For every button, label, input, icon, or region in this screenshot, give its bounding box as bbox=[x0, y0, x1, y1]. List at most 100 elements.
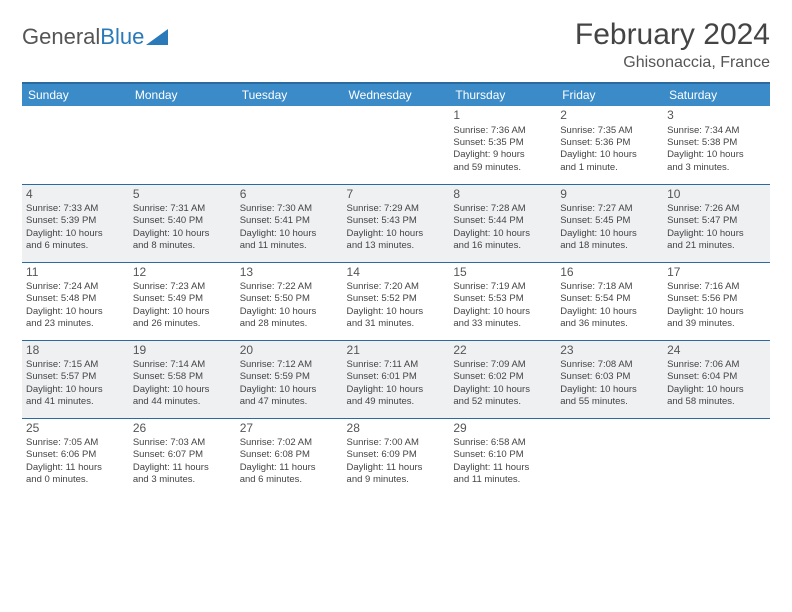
cell-line: Sunset: 5:36 PM bbox=[560, 137, 659, 149]
cell-line: Sunset: 5:47 PM bbox=[667, 215, 766, 227]
cell-line: and 26 minutes. bbox=[133, 318, 232, 330]
cell-line: Sunrise: 7:35 AM bbox=[560, 125, 659, 137]
cell-line: and 28 minutes. bbox=[240, 318, 339, 330]
cell-line: Sunset: 6:10 PM bbox=[453, 449, 552, 461]
cell-line: and 16 minutes. bbox=[453, 240, 552, 252]
calendar-cell: 7Sunrise: 7:29 AMSunset: 5:43 PMDaylight… bbox=[343, 184, 450, 262]
cell-line: Daylight: 10 hours bbox=[240, 306, 339, 318]
calendar-cell: 3Sunrise: 7:34 AMSunset: 5:38 PMDaylight… bbox=[663, 106, 770, 184]
calendar-cell: 1Sunrise: 7:36 AMSunset: 5:35 PMDaylight… bbox=[449, 106, 556, 184]
calendar-cell: 9Sunrise: 7:27 AMSunset: 5:45 PMDaylight… bbox=[556, 184, 663, 262]
day-number: 23 bbox=[560, 343, 659, 359]
cell-line: Sunset: 5:39 PM bbox=[26, 215, 125, 227]
day-number: 2 bbox=[560, 108, 659, 124]
cell-line: and 3 minutes. bbox=[133, 474, 232, 486]
cell-line: Sunrise: 7:15 AM bbox=[26, 359, 125, 371]
cell-line: Sunset: 6:01 PM bbox=[347, 371, 446, 383]
cell-line: and 13 minutes. bbox=[347, 240, 446, 252]
cell-line: Sunrise: 7:27 AM bbox=[560, 203, 659, 215]
cell-line: Daylight: 10 hours bbox=[560, 149, 659, 161]
calendar-cell: 5Sunrise: 7:31 AMSunset: 5:40 PMDaylight… bbox=[129, 184, 236, 262]
calendar-week-row: 1Sunrise: 7:36 AMSunset: 5:35 PMDaylight… bbox=[22, 106, 770, 184]
calendar-week-row: 4Sunrise: 7:33 AMSunset: 5:39 PMDaylight… bbox=[22, 184, 770, 262]
calendar-cell: 29Sunrise: 6:58 AMSunset: 6:10 PMDayligh… bbox=[449, 418, 556, 496]
calendar-cell: 8Sunrise: 7:28 AMSunset: 5:44 PMDaylight… bbox=[449, 184, 556, 262]
cell-line: Sunrise: 7:05 AM bbox=[26, 437, 125, 449]
day-number: 16 bbox=[560, 265, 659, 281]
cell-line: Sunrise: 7:31 AM bbox=[133, 203, 232, 215]
calendar-cell: 17Sunrise: 7:16 AMSunset: 5:56 PMDayligh… bbox=[663, 262, 770, 340]
day-number: 27 bbox=[240, 421, 339, 437]
cell-line: Sunset: 5:57 PM bbox=[26, 371, 125, 383]
cell-line: Daylight: 11 hours bbox=[453, 462, 552, 474]
calendar-cell bbox=[129, 106, 236, 184]
cell-line: and 23 minutes. bbox=[26, 318, 125, 330]
cell-line: Daylight: 10 hours bbox=[667, 149, 766, 161]
cell-line: Sunrise: 7:29 AM bbox=[347, 203, 446, 215]
cell-line: Sunrise: 7:33 AM bbox=[26, 203, 125, 215]
day-number: 18 bbox=[26, 343, 125, 359]
cell-line: and 58 minutes. bbox=[667, 396, 766, 408]
logo-triangle-icon bbox=[146, 29, 168, 45]
cell-line: Sunrise: 7:11 AM bbox=[347, 359, 446, 371]
cell-line: and 11 minutes. bbox=[453, 474, 552, 486]
cell-line: Sunrise: 7:18 AM bbox=[560, 281, 659, 293]
day-number: 28 bbox=[347, 421, 446, 437]
cell-line: Daylight: 11 hours bbox=[133, 462, 232, 474]
cell-line: Sunrise: 7:36 AM bbox=[453, 125, 552, 137]
calendar-cell: 6Sunrise: 7:30 AMSunset: 5:41 PMDaylight… bbox=[236, 184, 343, 262]
cell-line: Sunset: 5:53 PM bbox=[453, 293, 552, 305]
calendar-cell: 21Sunrise: 7:11 AMSunset: 6:01 PMDayligh… bbox=[343, 340, 450, 418]
calendar-cell: 13Sunrise: 7:22 AMSunset: 5:50 PMDayligh… bbox=[236, 262, 343, 340]
cell-line: Sunset: 6:03 PM bbox=[560, 371, 659, 383]
calendar-cell: 23Sunrise: 7:08 AMSunset: 6:03 PMDayligh… bbox=[556, 340, 663, 418]
cell-line: and 39 minutes. bbox=[667, 318, 766, 330]
cell-line: Daylight: 9 hours bbox=[453, 149, 552, 161]
calendar-cell bbox=[343, 106, 450, 184]
day-number: 6 bbox=[240, 187, 339, 203]
calendar-cell bbox=[556, 418, 663, 496]
day-header: Thursday bbox=[449, 83, 556, 106]
day-number: 19 bbox=[133, 343, 232, 359]
cell-line: and 6 minutes. bbox=[26, 240, 125, 252]
cell-line: Sunset: 5:59 PM bbox=[240, 371, 339, 383]
calendar-head: SundayMondayTuesdayWednesdayThursdayFrid… bbox=[22, 83, 770, 106]
cell-line: and 6 minutes. bbox=[240, 474, 339, 486]
day-number: 25 bbox=[26, 421, 125, 437]
cell-line: Sunrise: 7:26 AM bbox=[667, 203, 766, 215]
cell-line: Sunrise: 7:06 AM bbox=[667, 359, 766, 371]
day-number: 20 bbox=[240, 343, 339, 359]
cell-line: and 21 minutes. bbox=[667, 240, 766, 252]
cell-line: Daylight: 10 hours bbox=[26, 228, 125, 240]
cell-line: Sunrise: 7:20 AM bbox=[347, 281, 446, 293]
day-header: Wednesday bbox=[343, 83, 450, 106]
cell-line: Daylight: 11 hours bbox=[347, 462, 446, 474]
cell-line: Daylight: 10 hours bbox=[347, 384, 446, 396]
day-number: 8 bbox=[453, 187, 552, 203]
cell-line: and 59 minutes. bbox=[453, 162, 552, 174]
location: Ghisonaccia, France bbox=[575, 54, 770, 72]
cell-line: Daylight: 10 hours bbox=[667, 384, 766, 396]
cell-line: Daylight: 10 hours bbox=[667, 228, 766, 240]
calendar-cell bbox=[236, 106, 343, 184]
cell-line: and 0 minutes. bbox=[26, 474, 125, 486]
cell-line: and 33 minutes. bbox=[453, 318, 552, 330]
cell-line: Sunset: 5:35 PM bbox=[453, 137, 552, 149]
cell-line: Sunrise: 7:30 AM bbox=[240, 203, 339, 215]
cell-line: and 47 minutes. bbox=[240, 396, 339, 408]
calendar-table: SundayMondayTuesdayWednesdayThursdayFrid… bbox=[22, 82, 770, 496]
calendar-cell: 10Sunrise: 7:26 AMSunset: 5:47 PMDayligh… bbox=[663, 184, 770, 262]
cell-line: Sunset: 6:02 PM bbox=[453, 371, 552, 383]
day-number: 7 bbox=[347, 187, 446, 203]
cell-line: Sunset: 5:56 PM bbox=[667, 293, 766, 305]
calendar-cell: 24Sunrise: 7:06 AMSunset: 6:04 PMDayligh… bbox=[663, 340, 770, 418]
calendar-cell: 2Sunrise: 7:35 AMSunset: 5:36 PMDaylight… bbox=[556, 106, 663, 184]
cell-line: and 11 minutes. bbox=[240, 240, 339, 252]
calendar-cell: 16Sunrise: 7:18 AMSunset: 5:54 PMDayligh… bbox=[556, 262, 663, 340]
cell-line: Daylight: 10 hours bbox=[26, 384, 125, 396]
calendar-cell: 26Sunrise: 7:03 AMSunset: 6:07 PMDayligh… bbox=[129, 418, 236, 496]
day-number: 24 bbox=[667, 343, 766, 359]
cell-line: Sunset: 5:48 PM bbox=[26, 293, 125, 305]
cell-line: Sunrise: 7:22 AM bbox=[240, 281, 339, 293]
cell-line: and 8 minutes. bbox=[133, 240, 232, 252]
